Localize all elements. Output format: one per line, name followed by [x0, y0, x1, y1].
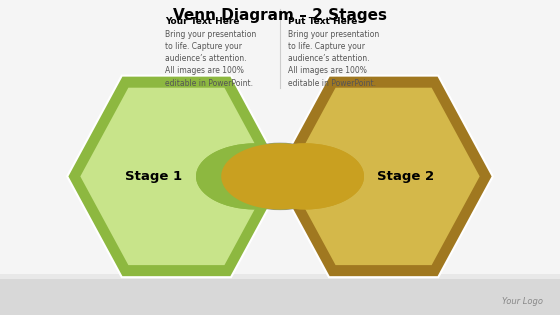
Polygon shape [67, 76, 286, 277]
Circle shape [196, 143, 314, 209]
Polygon shape [80, 88, 273, 265]
Text: Stage 2: Stage 2 [377, 170, 435, 183]
Polygon shape [221, 143, 364, 209]
Polygon shape [274, 76, 493, 277]
Text: Venn Diagram – 2 Stages: Venn Diagram – 2 Stages [173, 8, 387, 23]
Text: Bring your presentation
to life. Capture your
audience’s attention.
All images a: Bring your presentation to life. Capture… [165, 30, 256, 88]
Circle shape [220, 143, 340, 210]
Text: Stage 1: Stage 1 [125, 170, 183, 183]
Polygon shape [287, 88, 480, 265]
Circle shape [246, 143, 364, 209]
Bar [0, 274, 560, 315]
Text: Bring your presentation
to life. Capture your
audience’s attention.
All images a: Bring your presentation to life. Capture… [288, 30, 380, 88]
Bar [0, 274, 560, 279]
Text: Your Logo: Your Logo [502, 296, 543, 306]
Polygon shape [196, 143, 339, 209]
Ellipse shape [241, 158, 289, 181]
Text: Put Text Here: Put Text Here [288, 17, 358, 26]
Text: Your Text Here: Your Text Here [165, 17, 240, 26]
